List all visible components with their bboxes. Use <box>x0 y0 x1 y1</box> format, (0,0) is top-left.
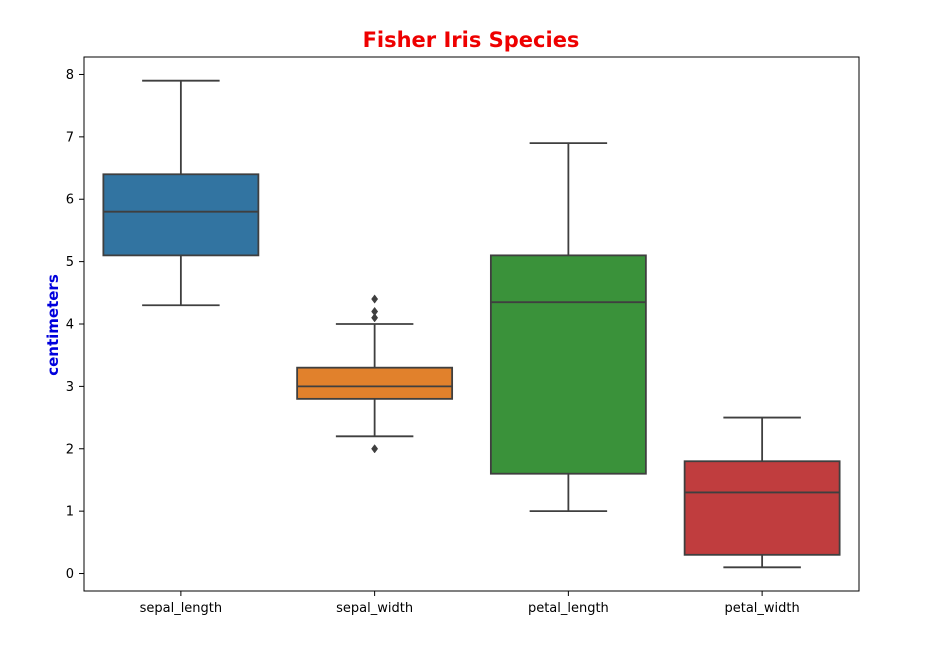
box-body <box>296 366 454 400</box>
box-group-sepal_length <box>102 79 260 307</box>
y-tick-label: 2 <box>66 442 74 457</box>
box-group-petal_width <box>683 416 841 569</box>
chart-title: Fisher Iris Species <box>363 28 580 52</box>
box-group-sepal_width <box>296 294 454 454</box>
x-tick-label: petal_width <box>724 601 799 616</box>
y-tick-label: 7 <box>66 130 74 145</box>
outlier-point <box>371 306 379 317</box>
outlier-point <box>371 444 379 454</box>
x-tick-label: sepal_length <box>140 601 223 616</box>
y-tick-label: 1 <box>66 505 74 520</box>
y-tick-label: 5 <box>66 255 74 270</box>
box-group-petal_length <box>489 142 647 513</box>
y-tick-label: 0 <box>66 567 74 582</box>
box-body <box>102 173 260 257</box>
box-body <box>683 460 841 556</box>
outlier-point <box>371 294 379 304</box>
box-body <box>489 254 647 475</box>
outlier-point <box>371 313 379 323</box>
y-tick-label: 4 <box>66 318 74 333</box>
y-tick-label: 6 <box>66 193 74 208</box>
plot-area: 0 1 2 3 4 5 6 7 8 sepal_length sepal_width petal_le… <box>66 56 860 616</box>
y-axis-label: centimeters <box>44 274 62 376</box>
x-tick-label: sepal_width <box>336 601 413 616</box>
x-tick-label: petal_length <box>528 601 609 616</box>
y-tick-label: 8 <box>66 68 74 83</box>
y-tick-label: 3 <box>66 380 74 395</box>
